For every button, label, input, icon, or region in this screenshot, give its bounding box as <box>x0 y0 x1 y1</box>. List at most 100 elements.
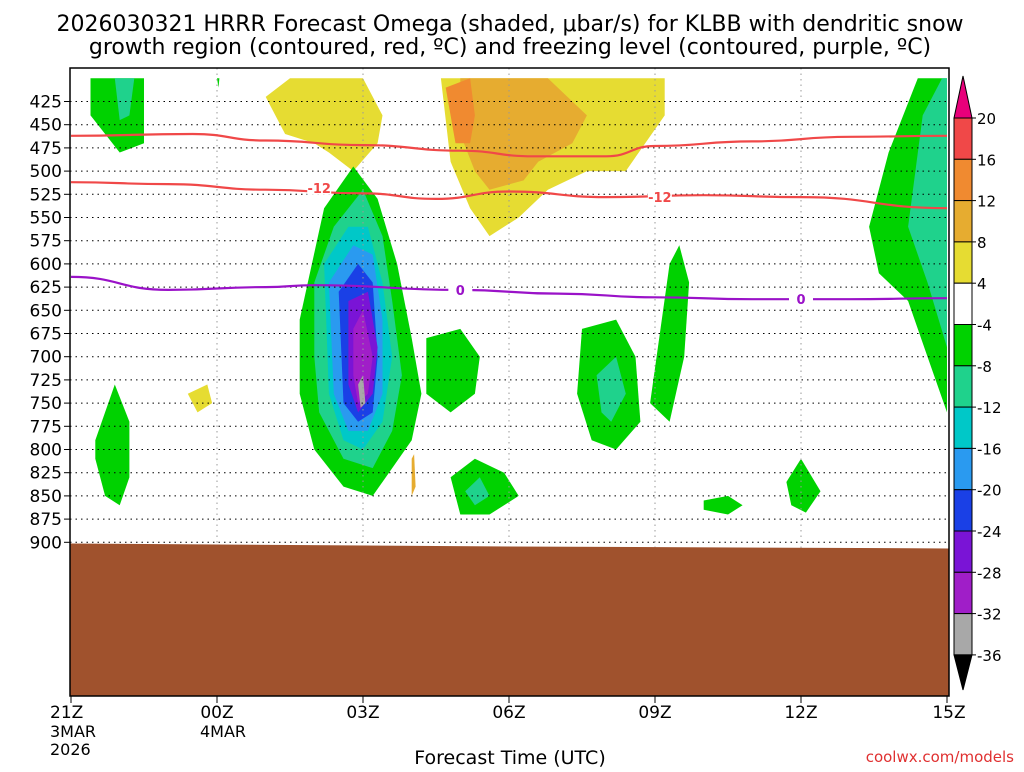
colorbar-label-4: 4 <box>977 275 987 293</box>
colorbar-label-12: -32 <box>977 606 1002 624</box>
contour-label-1-1: -12 <box>648 191 672 206</box>
y-tick-label-725: 725 <box>30 371 62 391</box>
y-tick-label-775: 775 <box>30 417 62 437</box>
y-tick-label-825: 825 <box>30 464 62 484</box>
colorbar-bin-7 <box>953 365 973 408</box>
contour-label-bg <box>307 179 332 195</box>
y-tick-label-600: 600 <box>30 255 62 275</box>
colorbar-bin-1 <box>953 117 973 160</box>
colorbar-label-5: -4 <box>977 317 992 335</box>
y-tick-label-450: 450 <box>30 116 62 136</box>
omega-region-22 <box>358 375 366 408</box>
x-tick-label-12Z: 12Z <box>784 703 817 723</box>
omega-region-33 <box>411 454 416 496</box>
colorbar-top-arrow <box>953 75 973 119</box>
omega-region-29 <box>95 384 130 506</box>
omega-region-23 <box>426 328 480 413</box>
colorbar-bin-6 <box>953 324 973 367</box>
colorbar-bin-3 <box>953 200 973 243</box>
omega-region-10 <box>187 384 213 413</box>
omega-region-28 <box>465 477 490 506</box>
x-tick-label-21Z: 21Z <box>50 703 83 723</box>
contour-label-1-0: -12 <box>307 182 331 197</box>
x-tick-label-00Z: 00Z <box>200 703 233 723</box>
colorbar-bin-4 <box>953 241 973 284</box>
contour-line-1 <box>70 181 948 210</box>
x-tick-label-09Z: 09Z <box>638 703 671 723</box>
colorbar-bin-5 <box>953 282 973 326</box>
y-tick-label-525: 525 <box>30 185 62 205</box>
contour-label-bg <box>448 281 473 297</box>
omega-region-11 <box>105 254 115 315</box>
temperature-contours: -12 -12 0 0 <box>70 132 948 308</box>
colorbar-bin-9 <box>953 447 973 491</box>
colorbar-bin-12 <box>953 571 973 615</box>
colorbar-label-9: -20 <box>977 482 1002 500</box>
colorbar-label-10: -24 <box>977 523 1002 541</box>
y-tick-label-900: 900 <box>30 533 62 553</box>
y-tick-label-700: 700 <box>30 348 62 368</box>
y-tick-label-625: 625 <box>30 278 62 298</box>
omega-region-8 <box>445 78 475 144</box>
y-tick-label-475: 475 <box>30 139 62 159</box>
omega-region-32 <box>217 78 220 88</box>
chart-title-line1: 2026030321 HRRR Forecast Omega (shaded, … <box>56 12 963 37</box>
contour-label-bg <box>789 291 813 307</box>
omega-region-7 <box>460 78 587 190</box>
omega-region-3 <box>908 78 947 348</box>
contour-label-2-1: 0 <box>796 293 805 308</box>
colorbar-label-1: 16 <box>977 151 996 169</box>
colorbar-label-0: 20 <box>977 110 996 128</box>
x-tick-label-15Z: 15Z <box>932 703 965 723</box>
omega-region-1 <box>114 78 135 121</box>
x-tick-date-00Z: 4MAR <box>200 722 246 741</box>
colorbar-label-8: -16 <box>977 440 1002 458</box>
colorbar-label-13: -36 <box>977 647 1002 665</box>
omega-region-31 <box>786 458 821 513</box>
x-tick-year-21Z: 2026 <box>50 740 91 759</box>
contour-label-2-0: 0 <box>456 284 465 299</box>
colorbar-label-6: -8 <box>977 358 992 376</box>
colorbar-bottom-arrow <box>953 654 973 691</box>
chart-title-line2: growth region (contoured, red, ºC) and f… <box>89 35 931 60</box>
omega-region-9 <box>158 338 222 496</box>
colorbar-legend: 20 16 12 8 4 -4 -8 -12 -16 -20 -24 -28 -32 -36 <box>953 75 1002 691</box>
omega-region-25 <box>596 356 626 422</box>
y-axis: 425 450 475 500 525 550 575 600 625 650 675 700 725 7… <box>30 93 70 553</box>
omega-region-30 <box>703 495 743 515</box>
y-tick-label-425: 425 <box>30 93 62 113</box>
terrain-surface <box>70 543 949 696</box>
contour-line-0 <box>70 132 948 158</box>
y-tick-label-875: 875 <box>30 510 62 530</box>
x-tick-label-06Z: 06Z <box>492 703 525 723</box>
y-tick-label-800: 800 <box>30 441 62 461</box>
omega-region-13 <box>776 106 792 190</box>
y-tick-label-550: 550 <box>30 209 62 229</box>
y-tick-label-575: 575 <box>30 232 62 252</box>
colorbar-label-7: -12 <box>977 399 1002 417</box>
colorbar-label-2: 12 <box>977 193 996 211</box>
x-tick-date-21Z: 3MAR <box>50 722 96 741</box>
y-tick-label-850: 850 <box>30 487 62 507</box>
contour-label-bg <box>647 189 672 205</box>
credit-link[interactable]: coolwx.com/models <box>866 748 1014 766</box>
terrain-band <box>70 543 949 696</box>
colorbar-bin-10 <box>953 489 973 532</box>
colorbar-bin-13 <box>953 613 973 656</box>
colorbar-label-11: -28 <box>977 564 1002 582</box>
grid-lines <box>70 68 949 696</box>
y-tick-label-650: 650 <box>30 301 62 321</box>
omega-region-12 <box>708 338 767 450</box>
omega-shading <box>90 78 947 520</box>
colorbar-bin-8 <box>953 406 973 449</box>
colorbar-bin-2 <box>953 158 973 202</box>
y-tick-label-500: 500 <box>30 162 62 182</box>
y-tick-label-675: 675 <box>30 325 62 345</box>
x-axis-title: Forecast Time (UTC) <box>414 747 605 768</box>
x-tick-label-03Z: 03Z <box>346 703 379 723</box>
colorbar-label-3: 8 <box>977 234 987 252</box>
colorbar-bin-11 <box>953 530 973 573</box>
